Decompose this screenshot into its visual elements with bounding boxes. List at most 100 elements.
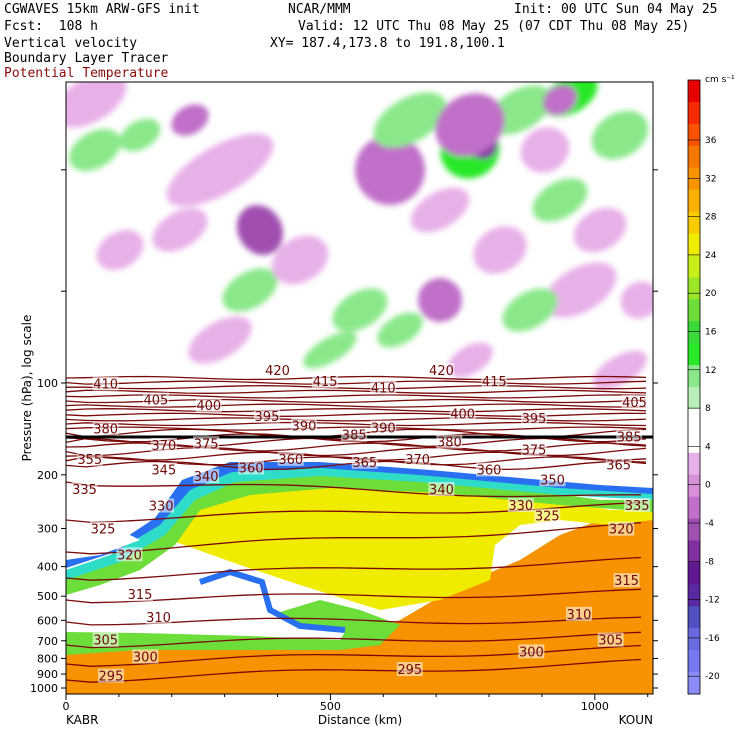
theta-label: 395 bbox=[522, 412, 547, 427]
theta-label-bg bbox=[148, 498, 175, 513]
theta-line-upper bbox=[66, 417, 647, 422]
colorbar-swatch bbox=[688, 650, 700, 673]
theta-label-bg bbox=[396, 662, 423, 677]
y-tick-label: 300 bbox=[37, 523, 58, 536]
colorbar-label: 0 bbox=[705, 481, 711, 491]
theta-line-upper bbox=[66, 380, 647, 385]
vertical-velocity-blob bbox=[418, 278, 462, 322]
theta-label-bg bbox=[150, 462, 177, 477]
theta-labels: 410 405 400 420 415 410 420 415 405 395 390 390 400 3… bbox=[71, 362, 651, 685]
x-axis-label: Distance (km) bbox=[318, 713, 402, 727]
theta-label-bg bbox=[449, 406, 476, 421]
y-tick-label: 900 bbox=[37, 668, 58, 681]
theta-label-bg bbox=[76, 451, 103, 466]
theta-line-upper bbox=[66, 389, 647, 394]
theta-label-bg bbox=[145, 610, 172, 625]
theta-label: 410 bbox=[371, 381, 396, 396]
theta-label-bg bbox=[290, 418, 317, 433]
vertical-velocity-blob bbox=[166, 133, 274, 207]
vertical-velocity-blob bbox=[271, 235, 329, 285]
theta-label-bg bbox=[370, 380, 397, 395]
vertical-velocity-blob bbox=[69, 129, 121, 171]
vertical-velocity-blob bbox=[332, 288, 388, 332]
vertical-velocity-blob bbox=[119, 118, 161, 152]
colorbar-swatch bbox=[688, 145, 700, 169]
colorbar-swatch bbox=[688, 518, 700, 541]
theta-label: 310 bbox=[146, 611, 171, 626]
theta-label: 400 bbox=[450, 408, 475, 423]
theta-label: 375 bbox=[194, 437, 219, 452]
theta-label: 400 bbox=[196, 399, 221, 414]
x-tick-label: 0 bbox=[63, 700, 70, 713]
vertical-velocity-blob bbox=[532, 178, 588, 222]
theta-label: 365 bbox=[352, 456, 377, 471]
colorbar-swatch bbox=[688, 430, 700, 454]
bl-green-layer bbox=[66, 470, 653, 595]
colorbar-label: 28 bbox=[705, 213, 717, 223]
theta-label: 370 bbox=[405, 453, 430, 468]
theta-label: 365 bbox=[606, 459, 631, 474]
colorbar-swatch bbox=[688, 672, 700, 695]
vertical-velocity-blob bbox=[543, 262, 617, 318]
colorbar-swatch bbox=[688, 321, 700, 344]
y-tick-label: 600 bbox=[37, 614, 58, 627]
colorbar-swatch bbox=[688, 343, 700, 366]
colorbar-swatch bbox=[688, 277, 700, 300]
theta-label-bg bbox=[193, 469, 220, 484]
bl-white-upper-tongue bbox=[66, 525, 140, 560]
theta-label: 390 bbox=[292, 420, 317, 435]
theta-label: 415 bbox=[313, 375, 338, 390]
colorbar-label: 12 bbox=[705, 366, 716, 376]
endpoint-right-label: KOUN bbox=[619, 713, 653, 727]
theta-label-bg bbox=[521, 442, 548, 457]
colorbar-swatch bbox=[688, 189, 700, 213]
colorbar-swatch bbox=[688, 562, 700, 585]
theta-line-upper bbox=[66, 408, 647, 413]
theta-label-bg bbox=[193, 436, 220, 451]
theta-label-bg bbox=[597, 632, 624, 647]
theta-label-bg bbox=[195, 398, 222, 413]
theta-label: 405 bbox=[622, 396, 647, 411]
colorbar-label: 4 bbox=[705, 442, 711, 452]
theta-label-bg bbox=[534, 508, 561, 523]
colorbar-swatch bbox=[688, 211, 700, 234]
theta-label: 385 bbox=[617, 430, 642, 445]
y-tick-label: 400 bbox=[37, 561, 58, 574]
theta-label-bg bbox=[605, 457, 632, 472]
vertical-velocity-blob bbox=[66, 82, 127, 128]
vertical-velocity-blob bbox=[447, 342, 493, 378]
vertical-velocity-blob bbox=[520, 127, 570, 173]
colorbar-label: -4 bbox=[705, 519, 714, 529]
colorbar-label: -20 bbox=[705, 672, 720, 682]
header-init-time: Init: 00 UTC Sun 04 May 25 bbox=[514, 2, 718, 17]
colorbar-swatch bbox=[688, 80, 700, 103]
colorbar-label: 16 bbox=[705, 328, 717, 338]
theta-label: 415 bbox=[482, 375, 507, 390]
colorbar-label: 20 bbox=[705, 289, 717, 299]
colorbar-label: 36 bbox=[705, 136, 717, 146]
theta-label-bg bbox=[428, 362, 455, 377]
y-axis-label: Pressure (hPa), log scale bbox=[20, 315, 34, 462]
theta-label-bg bbox=[436, 434, 463, 449]
colorbar-swatch bbox=[688, 540, 700, 563]
theta-label: 300 bbox=[519, 645, 544, 660]
theta-label-bg bbox=[351, 454, 378, 469]
theta-label: 305 bbox=[598, 634, 623, 649]
colorbar-swatch bbox=[688, 255, 700, 278]
vertical-velocity-blob bbox=[410, 187, 470, 233]
theta-label-bg bbox=[624, 497, 651, 512]
theta-label-bg bbox=[476, 462, 503, 477]
theta-label-bg bbox=[132, 649, 159, 664]
vertical-velocity-blob bbox=[591, 110, 649, 160]
colorbar-label: 8 bbox=[705, 404, 711, 414]
theta-label-bg bbox=[116, 547, 143, 562]
theta-label: 340 bbox=[429, 483, 454, 498]
theta-label: 410 bbox=[93, 378, 118, 393]
endpoint-left-label: KABR bbox=[66, 713, 98, 727]
theta-label: 375 bbox=[522, 444, 547, 459]
theta-line-upper bbox=[66, 385, 647, 390]
colorbar-swatch bbox=[688, 628, 700, 651]
theta-label-bg bbox=[404, 451, 431, 466]
theta-label-bg bbox=[92, 376, 119, 391]
